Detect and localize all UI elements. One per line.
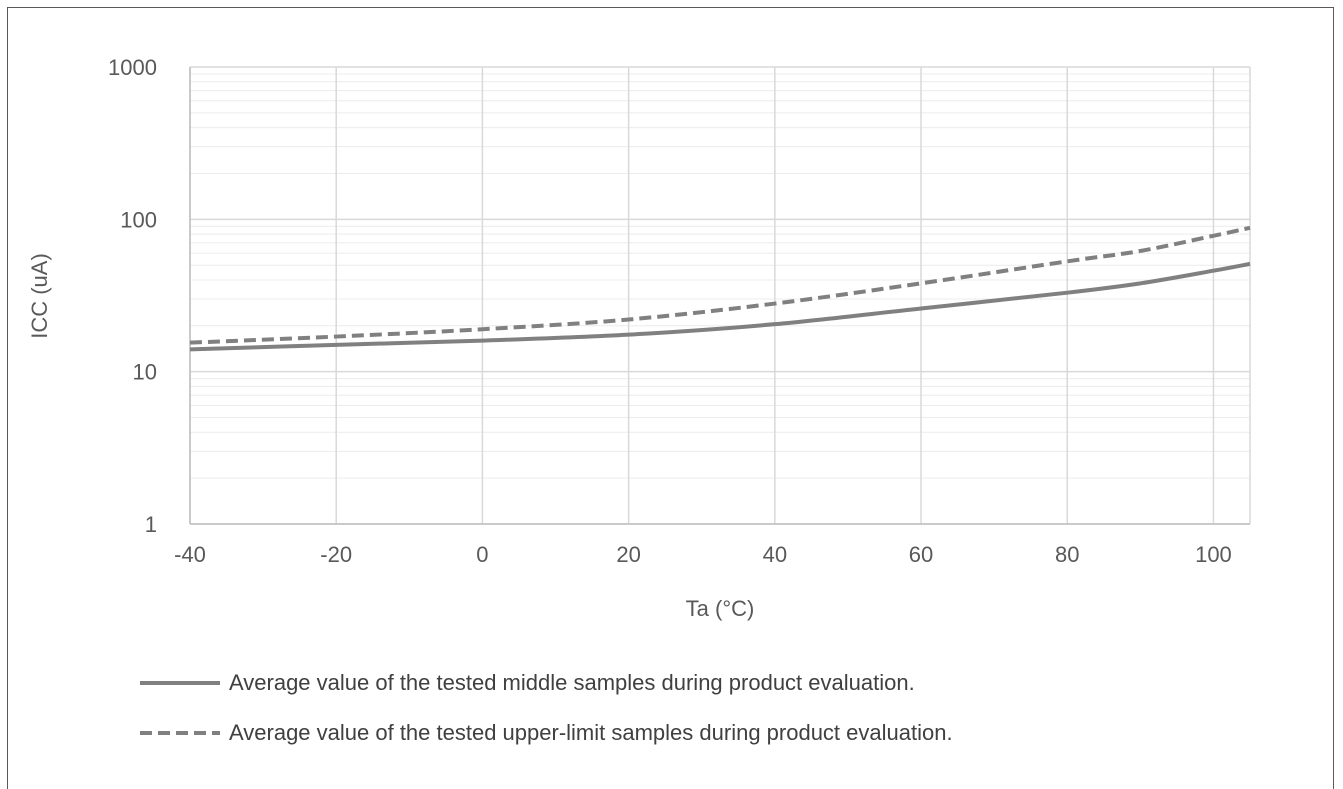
y-tick-labels: 1 10 100 1000	[108, 55, 157, 537]
series-line-upper-limit-samples	[189, 225, 1251, 345]
grid	[189, 66, 1251, 525]
x-tick-label: 80	[1055, 542, 1079, 567]
y-tick-label: 1	[145, 512, 157, 537]
x-tick-label: 100	[1195, 542, 1232, 567]
legend-label-middle-samples: Average value of the tested middle sampl…	[229, 670, 915, 695]
series-line-middle-samples	[189, 261, 1251, 352]
x-tick-label: 40	[763, 542, 787, 567]
series-lines	[189, 225, 1251, 352]
x-tick-label: -40	[174, 542, 206, 567]
x-axis-title: Ta (°C)	[686, 596, 755, 621]
y-axis-title: ICC (uA)	[27, 253, 52, 339]
x-tick-label: 20	[616, 542, 640, 567]
legend-label-upper-limit-samples: Average value of the tested upper-limit …	[229, 720, 953, 745]
legend: Average value of the tested middle sampl…	[140, 670, 953, 745]
y-tick-label: 1000	[108, 55, 157, 80]
y-tick-label: 100	[120, 207, 157, 232]
x-tick-label: 60	[909, 542, 933, 567]
y-tick-label: 10	[133, 360, 157, 385]
x-tick-labels: -40 -20 0 20 40 60 80 100	[174, 542, 1232, 567]
x-tick-label: -20	[320, 542, 352, 567]
x-tick-label: 0	[476, 542, 488, 567]
chart-frame	[7, 7, 1334, 789]
